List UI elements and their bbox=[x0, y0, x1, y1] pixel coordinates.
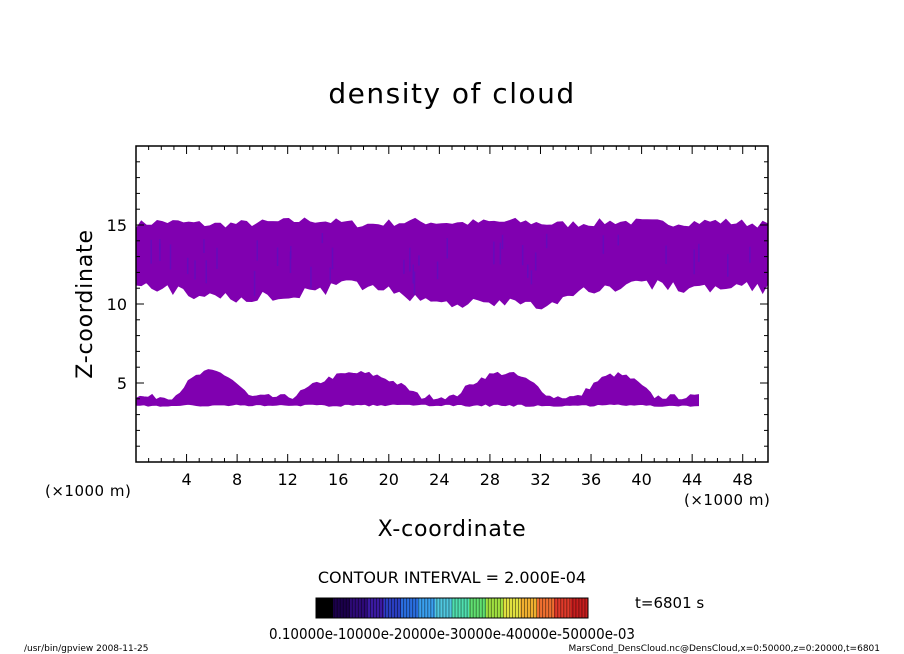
time-label: t=6801 s bbox=[635, 594, 704, 612]
colorbar-swatch bbox=[384, 598, 402, 618]
colorbar-frame bbox=[315, 597, 589, 619]
x-tick-label: 12 bbox=[278, 470, 298, 489]
colorbar-swatch bbox=[367, 598, 385, 618]
colorbar bbox=[315, 598, 589, 618]
colorbar-swatch bbox=[486, 598, 504, 618]
x-tick-label: 40 bbox=[631, 470, 651, 489]
colorbar-swatch bbox=[435, 598, 453, 618]
colorbar-swatch bbox=[350, 598, 368, 618]
chart-title: density of cloud bbox=[328, 77, 575, 110]
footer-right: MarsCond_DensCloud.nc@DensCloud,x=0:5000… bbox=[569, 644, 881, 654]
y-axis-label: Z-coordinate bbox=[73, 229, 98, 379]
x-tick-label: 36 bbox=[581, 470, 601, 489]
lower-cloud-layer bbox=[135, 369, 699, 407]
x-tick-label: 48 bbox=[733, 470, 753, 489]
colorbar-swatch bbox=[554, 598, 572, 618]
colorbar-swatch bbox=[503, 598, 521, 618]
x-tick-label: 32 bbox=[530, 470, 550, 489]
x-tick-label: 28 bbox=[480, 470, 500, 489]
y-tick-label: 10 bbox=[107, 295, 127, 314]
colorbar-swatch bbox=[520, 598, 538, 618]
x-unit-right: (×1000 m) bbox=[684, 491, 770, 509]
upper-cloud-layer bbox=[135, 217, 769, 310]
colorbar-swatch bbox=[418, 598, 436, 618]
colorbar-labels: 0.10000e-10000e-20000e-30000e-40000e-500… bbox=[269, 625, 635, 643]
cloud-density-fill bbox=[135, 217, 769, 407]
x-tick-label: 16 bbox=[328, 470, 348, 489]
contour-interval-label: CONTOUR INTERVAL = 2.000E-04 bbox=[318, 568, 586, 587]
x-axis-label: X-coordinate bbox=[378, 517, 527, 542]
x-tick-label: 24 bbox=[429, 470, 449, 489]
colorbar-swatch bbox=[571, 598, 589, 618]
x-tick-label: 8 bbox=[232, 470, 242, 489]
y-tick-labels: 5 10 15 bbox=[107, 216, 127, 393]
footer-left: /usr/bin/gpview 2008-11-25 bbox=[24, 644, 148, 654]
y-tick-label: 15 bbox=[107, 216, 127, 235]
colorbar-swatch bbox=[469, 598, 487, 618]
x-tick-labels: 4 8 12 16 20 24 28 32 36 40 44 48 bbox=[181, 470, 752, 489]
axis-ticks bbox=[136, 146, 768, 462]
x-tick-label: 20 bbox=[379, 470, 399, 489]
x-tick-label: 44 bbox=[682, 470, 702, 489]
y-tick-label: 5 bbox=[117, 374, 127, 393]
x-unit-left: (×1000 m) bbox=[45, 482, 131, 500]
colorbar-swatch bbox=[333, 598, 351, 618]
x-tick-label: 4 bbox=[181, 470, 191, 489]
